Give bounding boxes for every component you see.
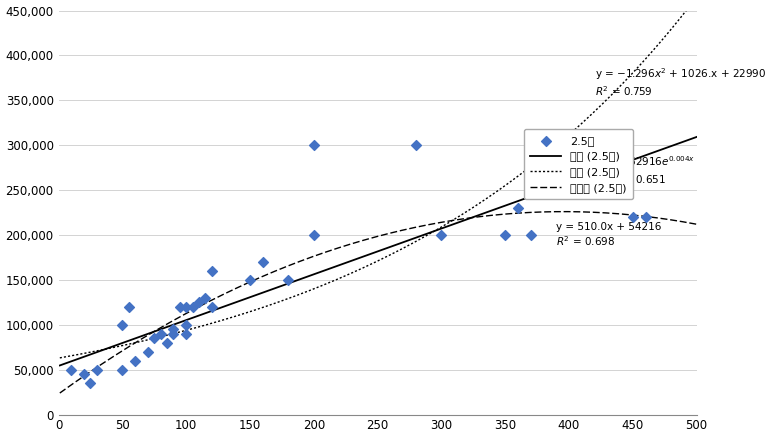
2.5톤 [116, 321, 128, 328]
다항식 (2.5톤) [692, 222, 702, 227]
2.5톤 [141, 348, 154, 355]
선형 (2.5톤) [430, 228, 440, 233]
2.5톤 [308, 142, 320, 149]
Line: 선형 (2.5톤): 선형 (2.5톤) [60, 137, 697, 365]
2.5톤 [256, 258, 269, 265]
2.5톤 [205, 268, 218, 275]
다항식 (2.5톤) [343, 242, 353, 247]
2.5톤 [129, 357, 141, 364]
지수 (2.5톤) [480, 197, 490, 202]
다항식 (2.5톤) [480, 213, 490, 219]
다항식 (2.5톤) [55, 390, 64, 396]
2.5톤 [173, 304, 186, 311]
선형 (2.5톤) [55, 363, 64, 368]
2.5톤 [91, 366, 103, 373]
지수 (2.5톤) [219, 317, 228, 322]
2.5톤 [186, 304, 199, 311]
2.5톤 [435, 232, 448, 239]
Line: 다항식 (2.5톤): 다항식 (2.5톤) [60, 212, 697, 393]
Text: y = 62916$e^{0.004x}$
$R^2$ = 0.651: y = 62916$e^{0.004x}$ $R^2$ = 0.651 [608, 154, 695, 186]
2.5톤 [205, 304, 218, 311]
2.5톤 [116, 366, 128, 373]
선형 (2.5톤) [480, 210, 490, 215]
2.5톤 [78, 371, 90, 378]
2.5톤 [244, 276, 256, 283]
다항식 (2.5톤) [535, 209, 544, 215]
2.5톤 [180, 304, 193, 311]
2.5톤 [193, 299, 205, 306]
2.5톤 [639, 214, 652, 221]
2.5톤 [499, 232, 511, 239]
Line: 지수 (2.5톤): 지수 (2.5톤) [60, 0, 697, 358]
2.5톤 [65, 366, 78, 373]
Legend: 2.5톤, 선형 (2.5톤), 지수 (2.5톤), 다항식 (2.5톤): 2.5톤, 선형 (2.5톤), 지수 (2.5톤), 다항식 (2.5톤) [524, 129, 633, 199]
Text: y = 510.0x + 54216
$R^2$ = 0.698: y = 510.0x + 54216 $R^2$ = 0.698 [556, 222, 661, 248]
지수 (2.5톤) [55, 355, 64, 360]
2.5톤 [180, 330, 193, 337]
2.5톤 [199, 294, 211, 301]
다항식 (2.5톤) [430, 221, 440, 226]
2.5톤 [167, 326, 179, 333]
다항식 (2.5톤) [168, 318, 177, 324]
2.5톤 [524, 232, 537, 239]
2.5톤 [155, 330, 167, 337]
2.5톤 [409, 142, 422, 149]
2.5톤 [308, 232, 320, 239]
다항식 (2.5톤) [559, 209, 569, 214]
2.5톤 [148, 335, 161, 342]
2.5톤 [123, 304, 135, 311]
다항식 (2.5톤) [219, 292, 228, 297]
선형 (2.5톤) [168, 322, 177, 328]
2.5톤 [282, 276, 294, 283]
지수 (2.5톤) [168, 331, 177, 336]
선형 (2.5톤) [692, 134, 702, 140]
2.5톤 [626, 214, 639, 221]
선형 (2.5톤) [219, 304, 228, 309]
Text: y = −1.296$x^2$ + 1026.x + 22990
$R^2$ = 0.759: y = −1.296$x^2$ + 1026.x + 22990 $R^2$ =… [594, 66, 765, 98]
2.5톤 [180, 321, 193, 328]
2.5톤 [512, 205, 524, 212]
지수 (2.5톤) [535, 157, 544, 162]
2.5톤 [84, 380, 96, 387]
선형 (2.5톤) [535, 191, 544, 196]
지수 (2.5톤) [343, 272, 353, 277]
2.5톤 [167, 330, 179, 337]
선형 (2.5톤) [343, 259, 353, 265]
2.5톤 [161, 339, 173, 346]
지수 (2.5톤) [430, 228, 440, 233]
